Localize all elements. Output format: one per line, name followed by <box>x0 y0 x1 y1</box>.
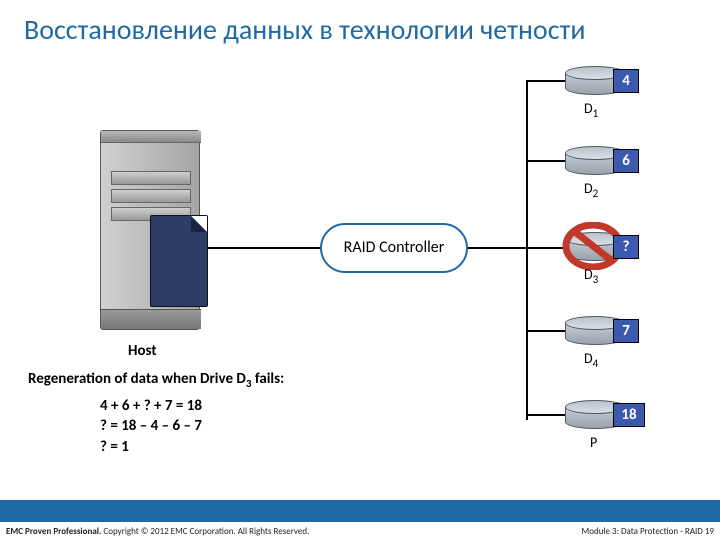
label-d4: D4 <box>584 350 598 370</box>
wire-tap-d2 <box>526 160 570 162</box>
badge-p: 18 <box>613 403 645 427</box>
footer-bar <box>0 500 720 522</box>
wire-tap-p <box>526 414 570 416</box>
raid-controller: RAID Controller <box>320 223 468 273</box>
badge-d3: ? <box>613 235 639 259</box>
label-d3: D3 <box>584 266 598 286</box>
badge-d2: 6 <box>613 149 639 173</box>
wire-raid-bus-h <box>468 247 528 249</box>
wire-tap-d1 <box>526 80 570 82</box>
label-d2: D2 <box>584 180 598 200</box>
raid-controller-label: RAID Controller <box>344 239 445 257</box>
wire-host-raid <box>208 247 320 249</box>
slide-title: Восстановление данных в технологии четно… <box>24 12 586 47</box>
footer-left: EMC Proven Professional. Copyright © 201… <box>6 526 309 537</box>
wire-tap-d4 <box>526 330 570 332</box>
slide: Восстановление данных в технологии четно… <box>0 0 720 540</box>
wire-bus-v <box>526 80 528 420</box>
badge-d1: 4 <box>613 69 639 93</box>
label-p: P <box>590 434 597 451</box>
calc-line-2: ? = 18 – 4 – 6 – 7 <box>100 416 202 436</box>
badge-d4: 7 <box>613 319 639 343</box>
calc-line-1: 4 + 6 + ? + 7 = 18 <box>100 396 202 416</box>
host-label: Host <box>128 342 157 360</box>
footer-right: Module 3: Data Protection - RAID 19 <box>582 526 714 537</box>
label-d1: D1 <box>584 100 598 120</box>
host-attached-doc-icon <box>150 215 208 307</box>
calculation-block: 4 + 6 + ? + 7 = 18 ? = 18 – 4 – 6 – 7 ? … <box>100 396 202 457</box>
regeneration-title: Regeneration of data when Drive D3 fails… <box>28 370 284 390</box>
calc-line-3: ? = 1 <box>100 437 202 457</box>
